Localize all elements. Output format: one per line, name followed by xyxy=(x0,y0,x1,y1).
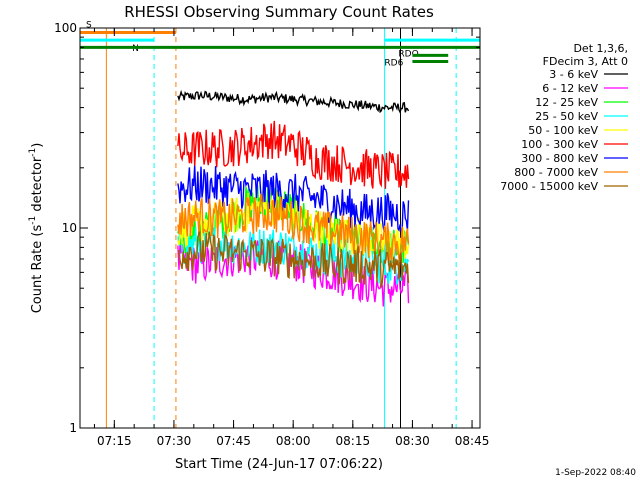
legend-label-5: 100 - 300 keV xyxy=(521,138,598,151)
legend-label-3: 25 - 50 keV xyxy=(535,110,598,123)
y-axis-label: Count Rate (s-1 detector-1) xyxy=(28,143,45,314)
series-lines xyxy=(177,89,410,307)
y-axis-label-sup: -1 xyxy=(28,216,38,225)
legend-label-1: 6 - 12 keV xyxy=(542,82,598,95)
x-tick-label-3: 08:00 xyxy=(276,434,311,448)
y-axis-label-end: ) xyxy=(30,143,45,148)
series-line-8 xyxy=(177,230,410,288)
y-axis-label-mid: detector xyxy=(30,156,45,216)
legend-label-7: 800 - 7000 keV xyxy=(514,166,598,179)
mode-bar-label-0: S xyxy=(86,20,92,30)
x-tick-label-5: 08:30 xyxy=(395,434,430,448)
x-tick-label-6: 08:45 xyxy=(455,434,490,448)
legend-header-1: FDecim 3, Att 0 xyxy=(543,55,628,68)
x-axis-label: Start Time (24-Jun-17 07:06:22) xyxy=(175,457,383,472)
legend-label-2: 12 - 25 keV xyxy=(535,96,598,109)
footer-date: 1-Sep-2022 08:40 xyxy=(555,468,636,478)
x-tick-label-0: 07:15 xyxy=(97,434,132,448)
legend-header-0: Det 1,3,6, xyxy=(573,42,628,55)
chart-title: RHESSI Observing Summary Count Rates xyxy=(124,3,434,21)
y-tick-label-1: 10 xyxy=(62,221,77,235)
x-tick-label-2: 07:45 xyxy=(216,434,251,448)
x-tick-label-4: 08:15 xyxy=(336,434,371,448)
mode-bar-label-1: N xyxy=(132,44,139,54)
legend-label-0: 3 - 6 keV xyxy=(549,68,598,81)
y-tick-label-0: 1 xyxy=(69,421,77,435)
mode-bar-label-5: RD6 xyxy=(384,58,403,68)
axes: 1 10 100 07:15 07:30 07:45 08:00 08:15 08:30 08:4… xyxy=(54,21,489,448)
series-line-5 xyxy=(177,120,410,189)
y-axis-label-sup2: -1 xyxy=(28,148,38,157)
legend-label-6: 300 - 800 keV xyxy=(521,152,598,165)
y-tick-label-2: 100 xyxy=(54,21,77,35)
series-line-6 xyxy=(177,165,410,233)
series-line-7 xyxy=(177,192,410,262)
y-axis-label-main: Count Rate (s xyxy=(30,225,45,314)
legend-label-8: 7000 - 15000 keV xyxy=(500,180,598,193)
series-line-0 xyxy=(177,89,410,115)
legend-label-4: 50 - 100 keV xyxy=(528,124,598,137)
x-tick-label-1: 07:30 xyxy=(157,434,192,448)
mode-bar-label-4: RDO xyxy=(398,49,418,59)
